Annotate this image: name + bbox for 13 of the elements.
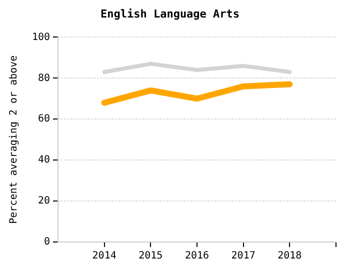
- x-tick-label: 2017: [231, 250, 256, 262]
- y-tick-label: 40: [38, 154, 50, 166]
- y-axis-title: Percent averaging 2 or above: [8, 55, 20, 224]
- y-tick-label: 0: [44, 236, 50, 248]
- y-tick-label: 80: [38, 72, 50, 84]
- x-tick-label: 2014: [92, 250, 116, 262]
- y-tick-label: 100: [32, 32, 50, 43]
- x-tick-label: 2015: [138, 250, 163, 262]
- y-tick-label: 20: [38, 196, 50, 207]
- x-tick-label: 2018: [278, 250, 302, 262]
- chart-title: English Language Arts: [100, 7, 240, 20]
- y-tick-label: 60: [38, 114, 50, 125]
- x-tick-label: 2016: [184, 250, 210, 262]
